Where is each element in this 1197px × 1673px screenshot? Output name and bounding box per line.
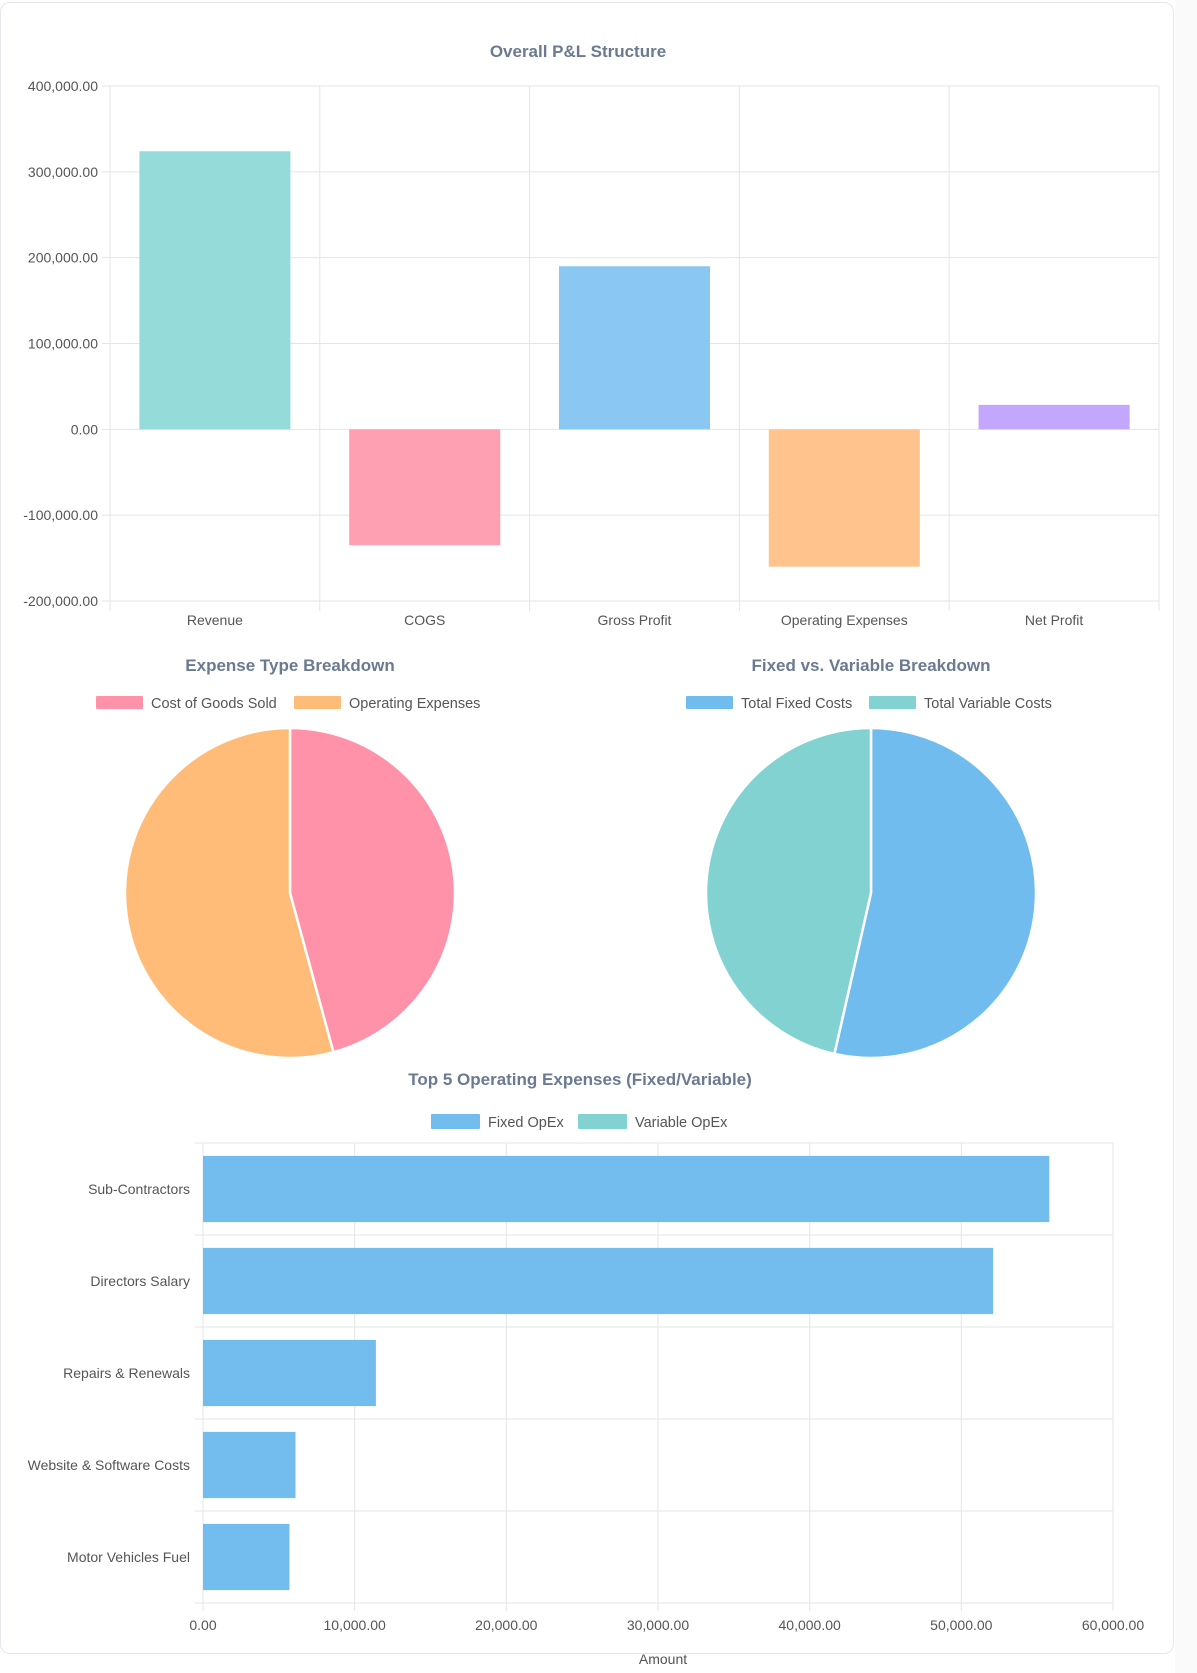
pie2-slices-slice-1[interactable] [704,726,873,1056]
legend-label-variable-opex[interactable]: Variable OpEx [635,1115,728,1131]
pl-y-tick: 300,000.00 [28,164,98,180]
fixed-variable-pie [704,726,1038,1060]
top5-y-tick-sub-contractors: Sub-Contractors [88,1181,190,1197]
pl-y-tick: -200,000.00 [23,593,98,609]
top5-y-tick-directors-salary: Directors Salary [90,1273,190,1289]
top5-legend[interactable]: Fixed OpEx Variable OpEx [431,1114,728,1131]
top5-bar-0-0[interactable] [203,1155,1050,1223]
expense-type-pie [123,726,457,1060]
pl-bar-3[interactable] [768,429,920,567]
top5-x-axis-label: Amount [639,1651,687,1667]
legend-label-variable[interactable]: Total Variable Costs [924,696,1052,712]
legend-label-fixed[interactable]: Total Fixed Costs [741,696,852,712]
top5-bar-1-0[interactable] [203,1247,994,1315]
top5-x-tick: 0.00 [189,1617,216,1633]
legend-swatch-opex[interactable] [294,696,341,709]
top5-x-tick: 50,000.00 [930,1617,992,1633]
pl-bars [139,151,1130,567]
top5-y-tick-website-software: Website & Software Costs [28,1457,190,1473]
top5-x-tick: 20,000.00 [475,1617,537,1633]
top5-y-tick-motor-fuel: Motor Vehicles Fuel [67,1549,190,1565]
pie1-slices-slice-1[interactable] [123,726,335,1060]
top5-bar-4-0[interactable] [203,1523,290,1591]
top5-x-axis: 0.00 10,000.00 20,000.00 30,000.00 40,000.00… [189,1617,1144,1633]
pl-bar-0[interactable] [139,151,291,430]
top5-x-tick: 30,000.00 [627,1617,689,1633]
pl-x-tick-net-profit: Net Profit [1025,612,1083,628]
pl-bar-2[interactable] [558,266,711,430]
top5-title: Top 5 Operating Expenses (Fixed/Variable… [408,1070,752,1089]
pl-y-axis: 400,000.00 300,000.00 200,000.00 100,000.00… [23,78,98,609]
legend-label-opex[interactable]: Operating Expenses [349,696,480,712]
pl-y-tick: 200,000.00 [28,250,98,266]
fixed-variable-chart: Fixed vs. Variable Breakdown Total Fixed… [686,656,1052,1060]
top5-x-tick: 40,000.00 [779,1617,841,1633]
top5-x-tick: 60,000.00 [1082,1617,1144,1633]
pl-chart-title: Overall P&L Structure [490,42,666,61]
pl-bar-1[interactable] [349,429,501,546]
top5-y-axis: Sub-Contractors Directors Salary Repairs… [28,1181,190,1565]
top5-bar-2-0[interactable] [203,1339,376,1407]
legend-swatch-fixed-opex[interactable] [431,1114,480,1129]
expense-type-title: Expense Type Breakdown [185,656,394,675]
top5-chart: Top 5 Operating Expenses (Fixed/Variable… [28,1070,1145,1667]
legend-label-cogs[interactable]: Cost of Goods Sold [151,696,277,712]
fixed-variable-title: Fixed vs. Variable Breakdown [751,656,990,675]
pl-x-tick-operating-expenses: Operating Expenses [781,612,908,628]
pl-x-tick-gross-profit: Gross Profit [598,612,672,628]
pie2-slices-slice-0[interactable] [832,726,1038,1060]
top5-y-tick-repairs: Repairs & Renewals [63,1365,190,1381]
pl-x-tick-cogs: COGS [404,612,445,628]
pl-chart: Overall P&L Structure 400,000.00 300,000.… [23,42,1160,628]
pl-y-tick: -100,000.00 [23,507,98,523]
top5-x-tick: 10,000.00 [324,1617,386,1633]
legend-swatch-fixed[interactable] [686,696,733,709]
pl-y-tick: 100,000.00 [28,336,98,352]
scrollbar-track[interactable] [1175,0,1197,1673]
expense-type-legend[interactable]: Cost of Goods Sold Operating Expenses [96,696,480,712]
pl-x-axis: Revenue COGS Gross Profit Operating Expe… [187,612,1084,628]
pl-y-tick: 400,000.00 [28,78,98,94]
pl-x-tick-revenue: Revenue [187,612,243,628]
legend-swatch-variable[interactable] [869,696,916,709]
legend-label-fixed-opex[interactable]: Fixed OpEx [488,1115,564,1131]
pie1-slices-slice-0[interactable] [288,726,457,1054]
fixed-variable-legend[interactable]: Total Fixed Costs Total Variable Costs [686,696,1052,712]
pl-y-tick: 0.00 [71,421,98,437]
top5-bar-3-0[interactable] [203,1431,296,1499]
expense-type-chart: Expense Type Breakdown Cost of Goods Sol… [96,656,480,1060]
top5-bars [203,1155,1050,1591]
legend-swatch-cogs[interactable] [96,696,143,709]
legend-swatch-variable-opex[interactable] [578,1114,627,1129]
pl-bar-4[interactable] [978,404,1130,430]
